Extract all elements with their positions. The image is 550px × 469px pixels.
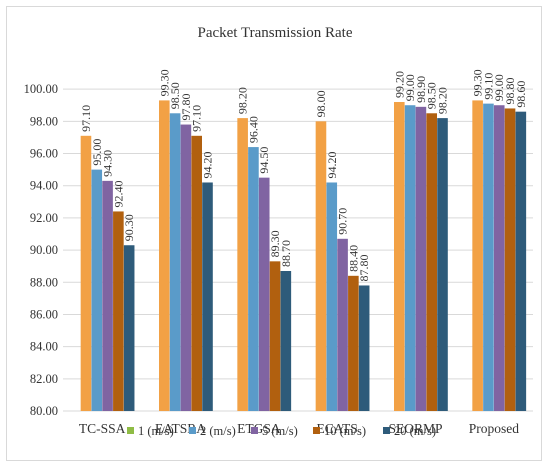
legend-label: 2 (m/s) (200, 424, 236, 438)
y-tick-label: 86.00 (30, 307, 58, 321)
data-label: 95.00 (90, 139, 104, 166)
chart-title: Packet Transmission Rate (197, 25, 352, 41)
y-tick-label: 100.00 (24, 82, 58, 96)
legend-swatch (383, 427, 390, 434)
data-label: 98.60 (514, 81, 528, 108)
legend-label: 5 (m/s) (262, 424, 298, 438)
bar (258, 177, 270, 411)
data-label: 99.00 (492, 74, 506, 101)
bar (169, 113, 181, 412)
bar (348, 275, 359, 411)
bar (415, 106, 427, 411)
data-label: 87.80 (357, 254, 371, 281)
legend-swatch (313, 427, 320, 434)
y-tick-label: 94.00 (30, 179, 58, 193)
legend-label: 10 (m/s) (324, 424, 366, 438)
data-label: 94.50 (257, 147, 271, 174)
bar (394, 102, 405, 412)
y-tick-label: 90.00 (30, 243, 58, 257)
legend: 1 (m/s) 2 (m/s) 5 (m/s) 10 (m/s) 20 (m/s) (127, 424, 436, 438)
bars (80, 100, 527, 412)
data-label: 99.00 (403, 74, 417, 101)
bar (191, 135, 202, 411)
bar (280, 270, 292, 411)
data-label: 99.20 (392, 71, 406, 98)
bar (91, 169, 103, 411)
y-tick-label: 88.00 (30, 275, 58, 289)
data-label: 98.80 (503, 77, 517, 104)
y-tick-label: 92.00 (30, 211, 58, 225)
category-label: ECATS (317, 421, 358, 436)
data-label: 88.40 (346, 245, 360, 272)
data-label: 96.40 (246, 116, 260, 143)
data-label: 98.00 (314, 90, 328, 117)
bar (113, 211, 124, 411)
data-label: 89.30 (268, 230, 282, 257)
data-label: 98.90 (414, 76, 428, 103)
y-axis-ticks: 80.00 82.00 84.00 86.00 88.00 90.00 92.00 94.00… (24, 82, 58, 418)
category-label: Proposed (469, 421, 519, 436)
data-label: 90.70 (336, 208, 350, 235)
data-label: 99.30 (471, 69, 485, 96)
chart-frame: Packet Transmission Rate 80.00 82.00 84.00… (6, 6, 542, 461)
category-label: TC-SSA (79, 421, 126, 436)
bar (202, 182, 213, 411)
legend-swatch (189, 427, 196, 434)
bar (180, 124, 192, 411)
data-labels: 97.1095.0094.3092.4090.3099.3098.5097.80… (79, 69, 528, 281)
bar (404, 105, 416, 412)
data-label: 98.50 (425, 82, 439, 109)
category-label: ETGSA (237, 421, 281, 436)
bar (504, 108, 516, 411)
bar (315, 121, 327, 411)
bar (159, 100, 170, 411)
y-tick-label: 84.00 (30, 340, 58, 354)
data-label: 98.20 (236, 87, 250, 114)
legend-label: 20 (m/s) (394, 424, 436, 438)
bar (248, 147, 259, 412)
bar (493, 105, 505, 412)
bar (102, 180, 113, 411)
bar (437, 118, 448, 411)
data-label: 88.70 (279, 240, 293, 267)
data-label: 94.30 (101, 150, 115, 177)
legend-swatch (251, 427, 258, 434)
bar (237, 118, 248, 411)
y-tick-label: 82.00 (30, 372, 58, 386)
bar (483, 103, 494, 411)
bar-chart: Packet Transmission Rate 80.00 82.00 84.00… (24, 25, 533, 438)
data-label: 98.50 (168, 82, 182, 109)
x-axis-categories: TC-SSA EATSRA ETGSA ECATS SEORMP Proposed (79, 421, 519, 436)
bar (515, 111, 527, 411)
legend-label: 1 (m/s) (138, 424, 174, 438)
data-label: 94.20 (325, 151, 339, 178)
bar (426, 113, 437, 412)
bar (472, 100, 483, 411)
y-tick-label: 98.00 (30, 114, 58, 128)
category-label: SEORMP (388, 421, 442, 436)
data-label: 94.20 (201, 151, 215, 178)
data-label: 97.10 (190, 105, 204, 132)
y-tick-label: 80.00 (30, 404, 58, 418)
data-label: 92.40 (111, 180, 125, 207)
bar (80, 135, 92, 411)
data-label: 97.80 (179, 94, 193, 121)
bar (326, 182, 338, 411)
bar (123, 245, 135, 411)
bar (358, 285, 370, 411)
gridlines (63, 88, 533, 412)
bar (337, 238, 348, 411)
legend-swatch (127, 427, 134, 434)
data-label: 99.30 (157, 69, 171, 96)
y-tick-label: 96.00 (30, 147, 58, 161)
data-label: 98.20 (436, 87, 450, 114)
data-label: 97.10 (79, 105, 93, 132)
data-label: 99.10 (481, 73, 495, 100)
bar (269, 261, 281, 411)
data-label: 90.30 (122, 214, 136, 241)
